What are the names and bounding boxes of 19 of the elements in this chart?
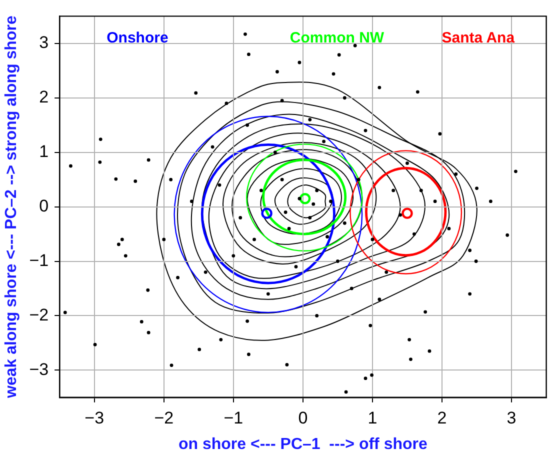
x-tick-label: −1 bbox=[224, 408, 244, 428]
y-tick-label: −1 bbox=[29, 250, 49, 270]
x-axis-title: on shore <--- PC–1 ---> off shore bbox=[178, 436, 428, 453]
x-tick-label: −2 bbox=[154, 408, 174, 428]
x-tick-label: −3 bbox=[84, 408, 104, 428]
x-tick-label: 0 bbox=[298, 408, 308, 428]
x-tick-label: 2 bbox=[437, 408, 447, 428]
x-tick-label: 1 bbox=[368, 408, 378, 428]
y-tick-label: 3 bbox=[39, 33, 49, 52]
annotation: Santa Ana bbox=[442, 29, 516, 46]
annotation: Onshore bbox=[106, 29, 168, 46]
x-tick-label: 3 bbox=[506, 408, 516, 428]
y-tick-label: −2 bbox=[29, 305, 49, 324]
y-axis-title: weak along shore <--- PC–2 --> strong along shore bbox=[3, 16, 20, 399]
y-tick-label: 1 bbox=[39, 142, 49, 162]
y-tick-label: 0 bbox=[39, 196, 49, 216]
annotation: Common NW bbox=[290, 29, 385, 46]
y-tick-label: −3 bbox=[29, 360, 49, 379]
y-tick-label: 2 bbox=[39, 88, 49, 107]
